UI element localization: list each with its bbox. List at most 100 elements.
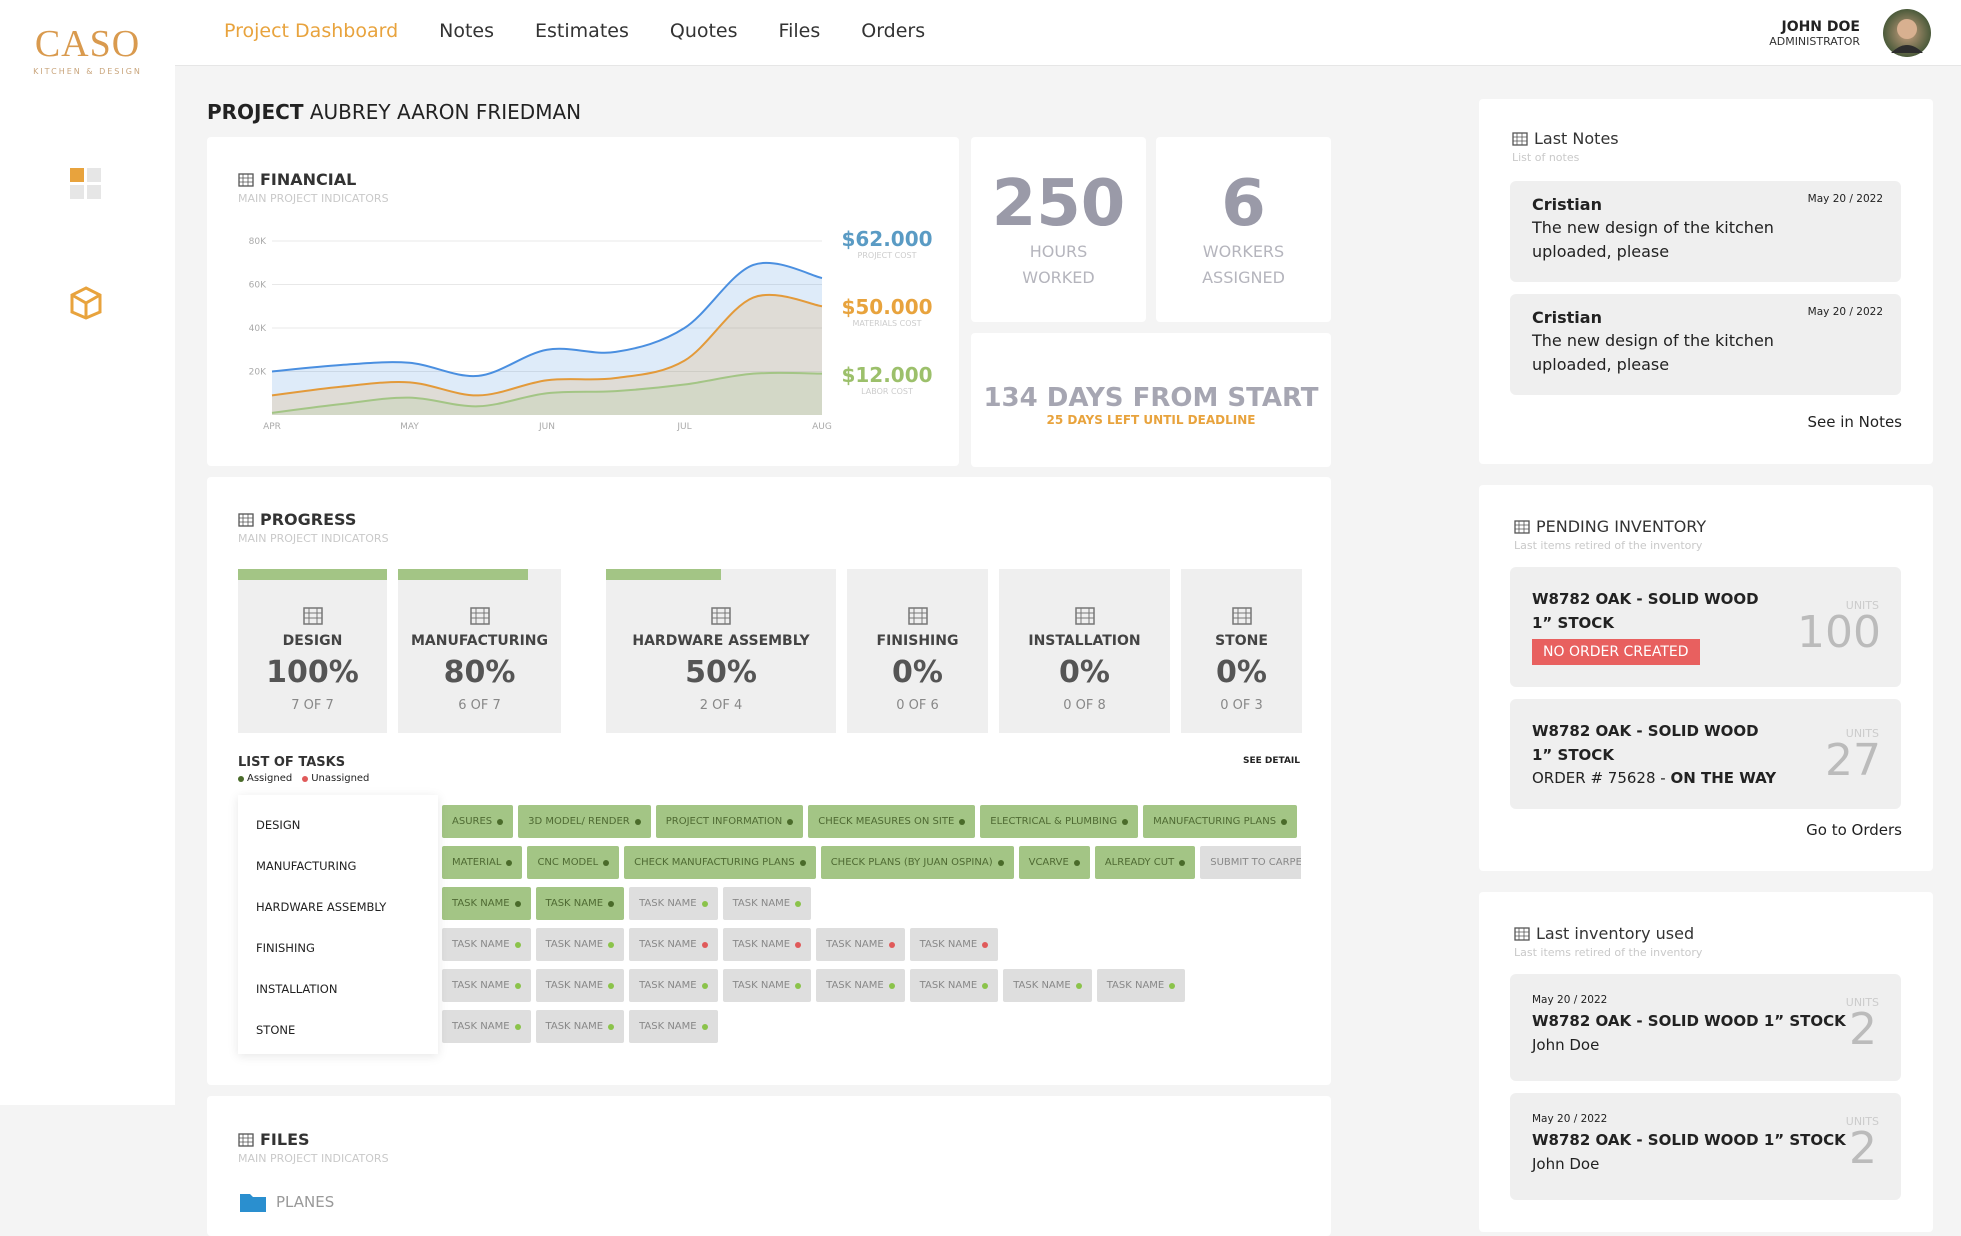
task-chip[interactable]: CNC MODEL bbox=[527, 846, 620, 879]
folder[interactable]: PLANES bbox=[240, 1192, 334, 1212]
task-chip[interactable]: ALREADY CUT bbox=[1094, 846, 1196, 879]
task-chip[interactable]: TASK NAME bbox=[1003, 969, 1092, 1002]
task-chip[interactable]: TASK NAME bbox=[909, 969, 999, 1002]
nav-item[interactable]: Quotes bbox=[669, 20, 738, 42]
task-chip[interactable]: TASK NAME bbox=[535, 928, 625, 961]
progress-bar bbox=[606, 569, 721, 580]
task-chip[interactable]: TASK NAME bbox=[816, 928, 905, 961]
order-line: ORDER # 75628 - ON THE WAY bbox=[1532, 769, 1879, 787]
task-dot bbox=[982, 982, 989, 989]
task-chip[interactable]: TASK NAME bbox=[535, 1010, 625, 1043]
task-chip[interactable]: TASK NAME bbox=[1096, 969, 1186, 1002]
stage-percent: 50% bbox=[685, 655, 757, 690]
task-chip[interactable]: TASK NAME bbox=[722, 928, 812, 961]
task-chip[interactable]: TASK NAME bbox=[722, 969, 812, 1002]
nav-item[interactable]: Files bbox=[778, 20, 821, 42]
task-dot bbox=[982, 941, 989, 948]
task-chip[interactable]: VCARVE bbox=[1018, 846, 1090, 879]
task-chip[interactable]: TASK NAME bbox=[629, 928, 718, 961]
logo[interactable]: CASO bbox=[34, 23, 141, 65]
task-dot bbox=[959, 818, 966, 825]
title-text: FINANCIAL bbox=[260, 170, 357, 189]
task-chip[interactable]: TASK NAME bbox=[909, 928, 999, 961]
see-detail[interactable]: SEE DETAIL bbox=[1242, 756, 1300, 766]
legend-name: MATERIALS COST bbox=[852, 319, 921, 328]
inventory-item[interactable]: W8782 OAK - SOLID WOOD 1” STOCK UNITS 100 N… bbox=[1510, 567, 1901, 687]
task-chip[interactable]: PROJECT INFORMATION bbox=[655, 805, 804, 838]
avatar[interactable] bbox=[1883, 9, 1931, 57]
task-dot bbox=[795, 982, 802, 989]
progress-bar bbox=[238, 569, 387, 580]
user-role: ADMINISTRATOR bbox=[1769, 35, 1860, 48]
row-label: FINISHING bbox=[256, 941, 315, 955]
stage-count: 0 OF 8 bbox=[1063, 698, 1106, 713]
task-chip[interactable]: TASK NAME bbox=[629, 887, 718, 920]
note[interactable]: May 20 / 2022 Cristian The new design of t… bbox=[1510, 294, 1901, 395]
task-chip[interactable]: TASK NAME bbox=[442, 1010, 531, 1043]
task-chip[interactable]: MATERIAL bbox=[442, 846, 523, 879]
units-label: UNITS bbox=[1845, 727, 1879, 740]
title-text: Last inventory used bbox=[1536, 924, 1695, 943]
card-title: PENDING INVENTORY bbox=[1514, 517, 1706, 536]
task-dot bbox=[787, 818, 794, 825]
pending-list: W8782 OAK - SOLID WOOD 1” STOCK UNITS 100 N… bbox=[1510, 567, 1901, 809]
task-chip[interactable]: CHECK PLANS (BY JUAN OSPINA) bbox=[820, 846, 1014, 879]
used-user: John Doe bbox=[1532, 1155, 1600, 1173]
used-item[interactable]: May 20 / 2022 W8782 OAK - SOLID WOOD 1” S… bbox=[1510, 974, 1901, 1081]
nav-item[interactable]: Estimates bbox=[535, 20, 629, 42]
task-name: MANUFACTURING PLANS bbox=[1153, 816, 1277, 827]
task-row: MATERIAL CNC MODEL CHECK MANUFACTURING PLA… bbox=[442, 842, 1301, 883]
used-list: May 20 / 2022 W8782 OAK - SOLID WOOD 1” S… bbox=[1510, 974, 1901, 1200]
user[interactable]: JOHN DOE ADMINISTRATOR bbox=[1769, 19, 1860, 48]
orders-link[interactable]: Go to Orders bbox=[1806, 821, 1902, 839]
task-chip[interactable]: ASURES bbox=[442, 805, 514, 838]
task-chip[interactable]: ELECTRICAL & PLUMBING bbox=[980, 805, 1139, 838]
nav-item[interactable]: Orders bbox=[861, 20, 926, 42]
nav-item[interactable]: Project Dashboard bbox=[224, 20, 399, 42]
legend-label: Unassigned bbox=[311, 773, 370, 784]
task-dot bbox=[701, 900, 708, 907]
note[interactable]: May 20 / 2022 Cristian The new design of t… bbox=[1510, 181, 1901, 282]
nav-item[interactable]: Notes bbox=[439, 20, 495, 42]
task-chip[interactable]: TASK NAME bbox=[629, 1010, 718, 1043]
task-name: TASK NAME bbox=[639, 980, 697, 991]
row-label: HARDWARE ASSEMBLY bbox=[256, 900, 387, 914]
task-chip[interactable]: TASK NAME bbox=[816, 969, 905, 1002]
task-chip[interactable]: CHECK MANUFACTURING PLANS bbox=[624, 846, 816, 879]
task-dot bbox=[1122, 818, 1129, 825]
task-chip[interactable]: SUBMIT TO CARPEN bbox=[1200, 846, 1301, 879]
task-chip[interactable]: TASK NAME bbox=[442, 969, 531, 1002]
stage-percent: 0% bbox=[1216, 655, 1267, 690]
item-name: W8782 OAK - SOLID WOOD 1” STOCK bbox=[1532, 590, 1759, 632]
stage-icon bbox=[847, 605, 988, 627]
stage-card: HARDWARE ASSEMBLY 50% 2 OF 4 bbox=[606, 569, 836, 733]
task-chip[interactable]: TASK NAME bbox=[722, 887, 812, 920]
inventory-item[interactable]: W8782 OAK - SOLID WOOD 1” STOCK UNITS 27 OR… bbox=[1510, 699, 1901, 809]
dashboard-icon[interactable] bbox=[70, 168, 102, 200]
title-text: PROGRESS bbox=[260, 510, 357, 529]
task-name: TASK NAME bbox=[1106, 980, 1165, 991]
x-tick-label: AUG bbox=[812, 422, 832, 432]
stage-name: FINISHING bbox=[876, 633, 959, 649]
task-dot bbox=[634, 818, 641, 825]
task-chip[interactable]: TASK NAME bbox=[535, 969, 625, 1002]
task-chip[interactable]: TASK NAME bbox=[442, 887, 531, 920]
user-name: JOHN DOE bbox=[1781, 19, 1860, 35]
task-name: CHECK PLANS (BY JUAN OSPINA) bbox=[830, 857, 993, 868]
task-chip[interactable]: TASK NAME bbox=[629, 969, 718, 1002]
stage-icon bbox=[999, 605, 1170, 627]
task-chip[interactable]: TASK NAME bbox=[535, 887, 625, 920]
note-author: Cristian bbox=[1532, 308, 1602, 327]
task-chip[interactable]: CHECK MEASURES ON SITE bbox=[808, 805, 976, 838]
notes-link[interactable]: See in Notes bbox=[1807, 413, 1902, 431]
task-dot bbox=[1073, 859, 1080, 866]
line bbox=[271, 261, 823, 378]
inventory-icon[interactable] bbox=[70, 286, 102, 320]
task-chip[interactable]: 3D MODEL/ RENDER bbox=[518, 805, 651, 838]
line bbox=[271, 293, 823, 397]
used-item[interactable]: May 20 / 2022 W8782 OAK - SOLID WOOD 1” S… bbox=[1510, 1093, 1901, 1200]
task-name: TASK NAME bbox=[732, 939, 791, 950]
task-chip[interactable]: MANUFACTURING PLANS bbox=[1143, 805, 1298, 838]
units: 27 bbox=[1825, 735, 1881, 786]
task-chip[interactable]: TASK NAME bbox=[442, 928, 531, 961]
